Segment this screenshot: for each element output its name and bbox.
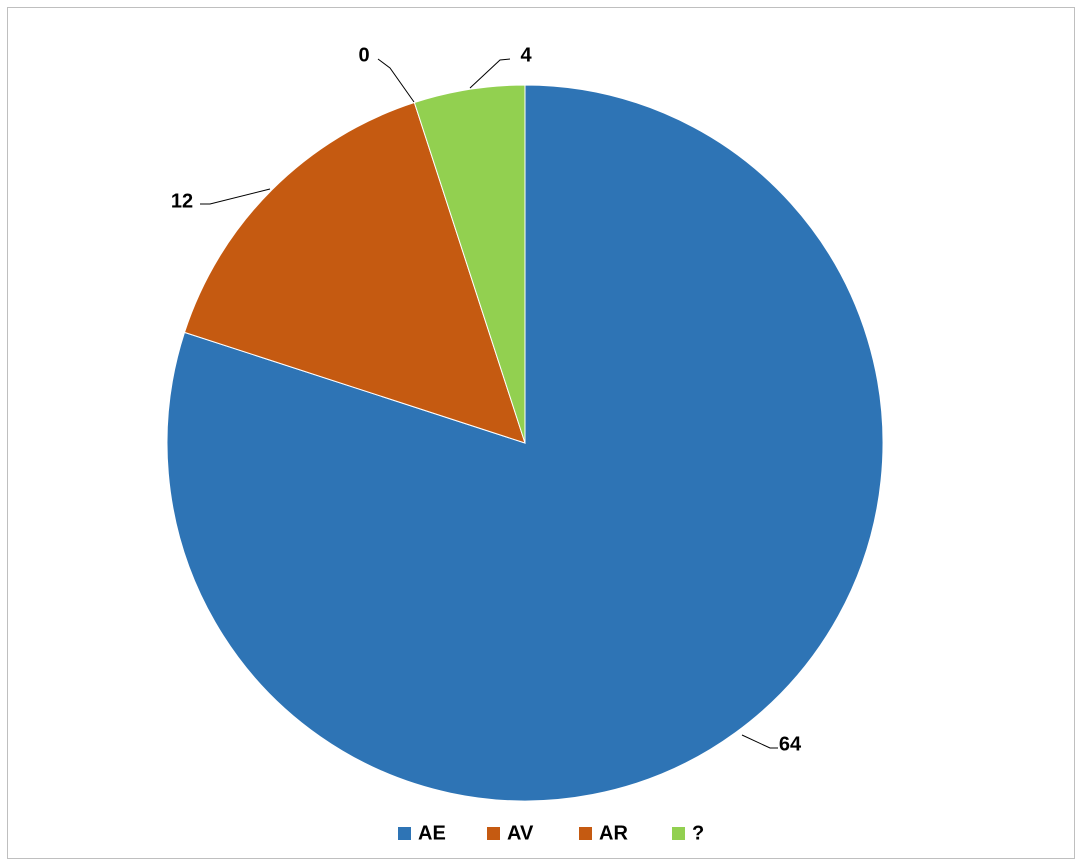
legend-label-ar: AR	[599, 822, 628, 844]
pie-slices	[166, 84, 884, 802]
leader-line-ae	[741, 734, 778, 749]
legend-label-ae: AE	[418, 822, 446, 844]
pie-slice-av	[183, 101, 526, 444]
legend-label-av: AV	[507, 822, 534, 844]
legend-swatch-ae	[398, 827, 411, 840]
legend-label-unknown: ?	[692, 822, 704, 844]
legend-swatch-ar	[579, 827, 592, 840]
pie-slice-unknown	[413, 84, 526, 444]
leader-lines	[200, 58, 778, 749]
legend: AE AV AR?	[398, 822, 704, 844]
data-label-ar: 0	[358, 44, 369, 66]
data-label-av: 12	[171, 190, 193, 212]
legend-swatch-unknown	[672, 827, 685, 840]
leader-line-ar	[377, 58, 415, 103]
legend-swatch-av	[487, 827, 500, 840]
leader-line-unknown	[469, 58, 511, 89]
leader-line-av	[200, 188, 271, 205]
data-label-unknown: 4	[520, 44, 532, 66]
data-label-ae: 64	[779, 733, 802, 755]
data-labels: 64 12 0 4	[171, 44, 802, 755]
